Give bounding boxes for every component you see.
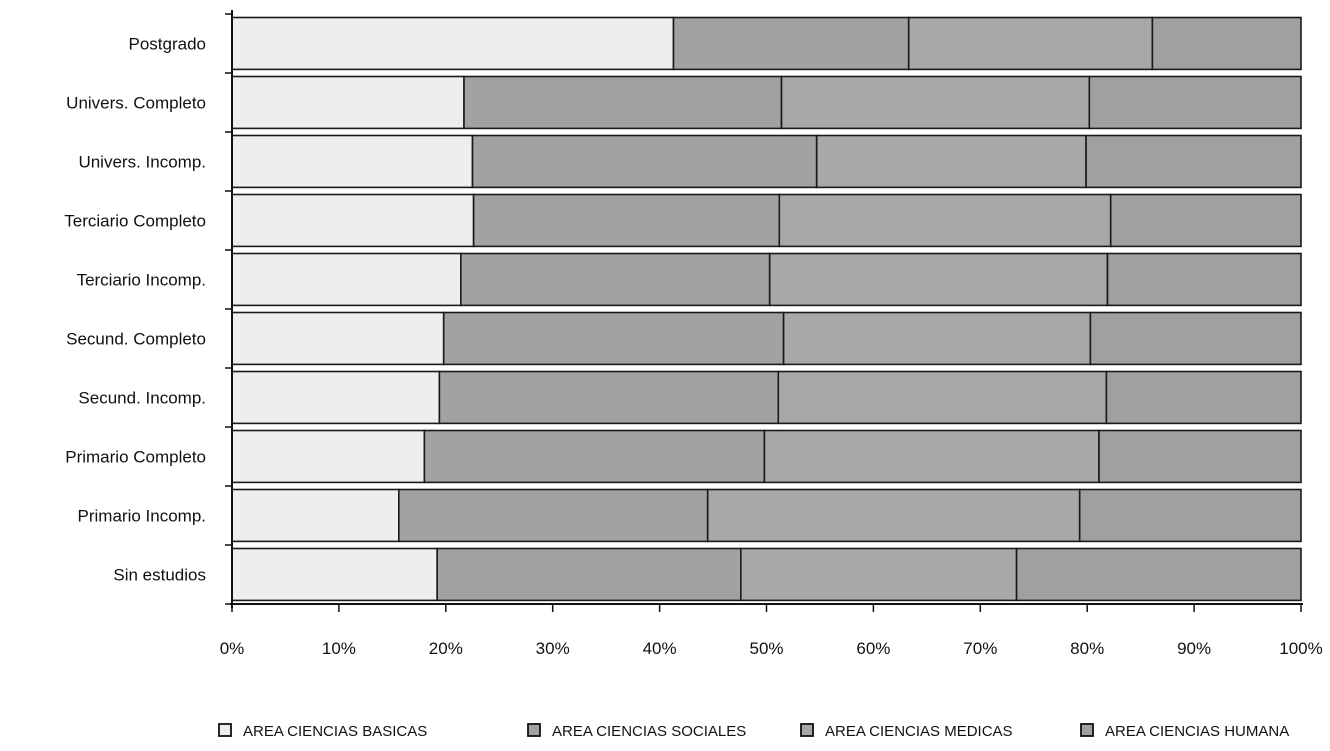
bar-segment-5-2 (459, 252, 771, 307)
bar-segment-9-2 (397, 488, 709, 543)
bar-segment-2-1 (231, 75, 465, 130)
category-label: Sin estudios (113, 566, 206, 585)
bar-segment-5-3 (768, 252, 1109, 307)
bar-segment-7-2 (438, 370, 780, 425)
category-label: Primario Incomp. (78, 507, 206, 526)
bar-segment-5-4 (1106, 252, 1302, 307)
x-tick-label: 10% (322, 639, 356, 658)
bar-segment-1-2 (672, 16, 910, 71)
x-tick-label: 70% (963, 639, 997, 658)
category-label: Univers. Incomp. (78, 153, 206, 172)
x-tick-label: 80% (1070, 639, 1104, 658)
legend-label: AREA CIENCIAS BASICAS (243, 723, 427, 740)
legend-swatch (1080, 723, 1094, 737)
labels-layer: Postgrado Univers. Completo Univers. Incom… (64, 35, 1322, 659)
bar-segment-8-2 (423, 429, 766, 484)
legend-label: AREA CIENCIAS HUMANA (1105, 723, 1289, 740)
bar-segment-7-3 (777, 370, 1108, 425)
bar-segment-10-2 (436, 547, 742, 602)
legend-swatch (218, 723, 232, 737)
x-tick-label: 50% (749, 639, 783, 658)
x-tick-label: 0% (220, 639, 245, 658)
bar-segment-8-4 (1098, 429, 1302, 484)
bar-segment-3-2 (471, 134, 818, 189)
category-label: Terciario Completo (64, 212, 206, 231)
x-tick-label: 100% (1279, 639, 1322, 658)
x-tick-label: 30% (536, 639, 570, 658)
category-label: Terciario Incomp. (77, 271, 206, 290)
bar-segment-10-3 (739, 547, 1018, 602)
bar-segment-4-3 (778, 193, 1112, 248)
bar-segment-4-1 (231, 193, 475, 248)
legend-swatch (800, 723, 814, 737)
bar-segment-2-2 (463, 75, 783, 130)
legend-label: AREA CIENCIAS SOCIALES (552, 723, 746, 740)
bar-segment-8-1 (231, 429, 426, 484)
bar-segment-6-1 (231, 311, 445, 366)
legend-label: AREA CIENCIAS MEDICAS (825, 723, 1013, 740)
bar-segment-2-3 (780, 75, 1091, 130)
bar-segment-7-4 (1105, 370, 1302, 425)
bar-segment-1-3 (907, 16, 1154, 71)
legend-swatch (527, 723, 541, 737)
x-tick-label: 40% (643, 639, 677, 658)
bar-segment-6-4 (1089, 311, 1302, 366)
x-tick-label: 20% (429, 639, 463, 658)
bars-layer (231, 16, 1302, 602)
axis-layer (225, 10, 1303, 612)
legend: AREA CIENCIAS BASICAS AREA CIENCIAS SOCIA… (218, 723, 1289, 740)
bar-segment-1-4 (1151, 16, 1302, 71)
bar-segment-5-1 (231, 252, 462, 307)
bar-segment-6-2 (442, 311, 785, 366)
x-tick-label: 90% (1177, 639, 1211, 658)
category-label: Secund. Incomp. (78, 389, 206, 408)
bar-segment-10-1 (231, 547, 438, 602)
category-label: Univers. Completo (66, 94, 206, 113)
bar-segment-3-4 (1085, 134, 1302, 189)
bar-segment-3-3 (815, 134, 1087, 189)
category-label: Postgrado (129, 35, 207, 54)
category-label: Secund. Completo (66, 330, 206, 349)
bar-segment-4-2 (472, 193, 781, 248)
bar-segment-8-3 (763, 429, 1100, 484)
bar-segment-7-1 (231, 370, 441, 425)
bar-segment-6-3 (782, 311, 1092, 366)
category-label: Primario Completo (65, 448, 206, 467)
bar-segment-9-1 (231, 488, 400, 543)
bar-segment-1-1 (231, 16, 675, 71)
bar-segment-9-4 (1078, 488, 1302, 543)
bar-segment-4-4 (1109, 193, 1302, 248)
bar-segment-9-3 (706, 488, 1081, 543)
bar-segment-3-1 (231, 134, 474, 189)
x-tick-label: 60% (856, 639, 890, 658)
bar-segment-2-4 (1088, 75, 1302, 130)
bar-segment-10-4 (1015, 547, 1302, 602)
